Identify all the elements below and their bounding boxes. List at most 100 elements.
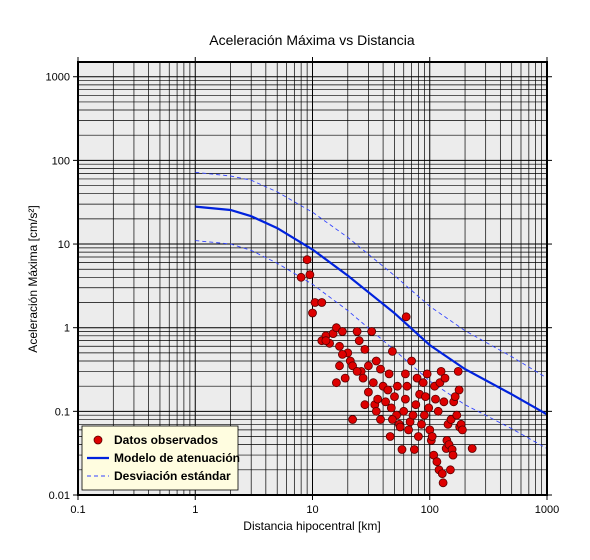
legend-label: Datos observados [114, 433, 218, 447]
data-point [412, 373, 422, 383]
data-point [376, 364, 385, 374]
data-point [335, 341, 344, 351]
data-point [308, 308, 317, 318]
std-dev-lower-line [195, 240, 548, 449]
data-point [305, 270, 315, 280]
data-point [348, 415, 358, 424]
data-point [385, 432, 395, 441]
data-points [296, 255, 477, 488]
x-tick-label: 1 [192, 504, 198, 516]
data-point [376, 415, 385, 424]
data-point [352, 327, 362, 336]
data-point [417, 419, 426, 429]
data-point [457, 425, 467, 435]
data-point [467, 444, 477, 453]
data-point [383, 385, 393, 395]
data-point [371, 406, 381, 416]
grid-lines [77, 62, 547, 496]
data-point [452, 410, 462, 420]
data-point [317, 298, 327, 307]
data-point [431, 394, 440, 404]
y-tick-label: 0.1 [55, 406, 70, 418]
legend-dot-icon [93, 435, 103, 445]
data-point [401, 312, 411, 322]
data-point [404, 425, 414, 435]
data-point [418, 378, 428, 388]
y-tick-label: 1 [64, 323, 70, 335]
data-point [358, 373, 368, 383]
data-point [354, 336, 364, 346]
x-tick-label: 0.1 [70, 504, 85, 516]
data-point [413, 432, 423, 441]
data-point [440, 373, 450, 383]
data-point [399, 406, 409, 416]
data-point [390, 392, 399, 402]
x-tick-label: 1000 [535, 504, 559, 516]
data-point [387, 346, 397, 356]
legend-label: Desviación estándar [114, 469, 231, 483]
data-point [397, 445, 407, 454]
data-point [421, 392, 430, 402]
data-point [340, 373, 350, 383]
data-point [409, 445, 419, 454]
data-point [367, 327, 377, 336]
data-point [386, 403, 396, 413]
data-point [392, 381, 402, 391]
data-point [424, 403, 434, 413]
data-point [400, 369, 410, 379]
data-point [453, 366, 463, 376]
data-point [363, 387, 373, 397]
data-point [381, 397, 391, 407]
data-point [360, 344, 370, 354]
data-point [335, 361, 344, 371]
data-point [360, 400, 370, 410]
data-point [445, 465, 455, 475]
data-point [433, 406, 443, 416]
data-point [337, 327, 347, 336]
y-tick-label: 100 [52, 155, 70, 167]
data-point [402, 381, 412, 391]
data-point [296, 272, 306, 282]
data-point [439, 397, 449, 407]
data-point [368, 378, 378, 388]
x-tick-label: 100 [421, 504, 439, 516]
data-point [321, 336, 331, 346]
y-tick-label: 10 [58, 239, 70, 251]
data-point [450, 392, 460, 402]
data-point [337, 349, 347, 359]
chart-title: Aceleración Máxima vs Distancia [209, 32, 415, 48]
y-tick-label: 1000 [46, 72, 70, 84]
data-point [427, 432, 437, 441]
data-point [302, 255, 312, 265]
data-point [387, 415, 397, 424]
data-point [437, 469, 447, 479]
data-point [395, 422, 405, 432]
data-point [448, 450, 458, 460]
x-axis-label: Distancia hipocentral [km] [243, 519, 380, 533]
data-point [384, 369, 394, 379]
data-point [371, 356, 381, 366]
y-tick-label: 0.01 [49, 490, 70, 502]
data-point [411, 400, 421, 410]
data-point [331, 378, 341, 388]
x-tick-label: 10 [306, 504, 318, 516]
data-point [363, 361, 373, 371]
legend: Datos observados Modelo de atenuación Desv… [81, 425, 240, 491]
data-point [407, 356, 417, 366]
data-point [400, 394, 410, 404]
data-point [432, 457, 442, 467]
std-dev-upper-line [195, 171, 548, 379]
legend-label: Modelo de atenuación [114, 451, 240, 465]
data-point [352, 366, 362, 376]
data-point [454, 385, 464, 395]
y-axis-label: Aceleración Máxima [cm/s²] [26, 205, 40, 352]
data-point [373, 394, 383, 404]
series-lines [195, 171, 548, 449]
data-point [419, 410, 429, 420]
attenuation-model-line [195, 205, 548, 416]
data-point [422, 369, 432, 379]
data-point [438, 478, 448, 488]
data-point [436, 366, 446, 376]
